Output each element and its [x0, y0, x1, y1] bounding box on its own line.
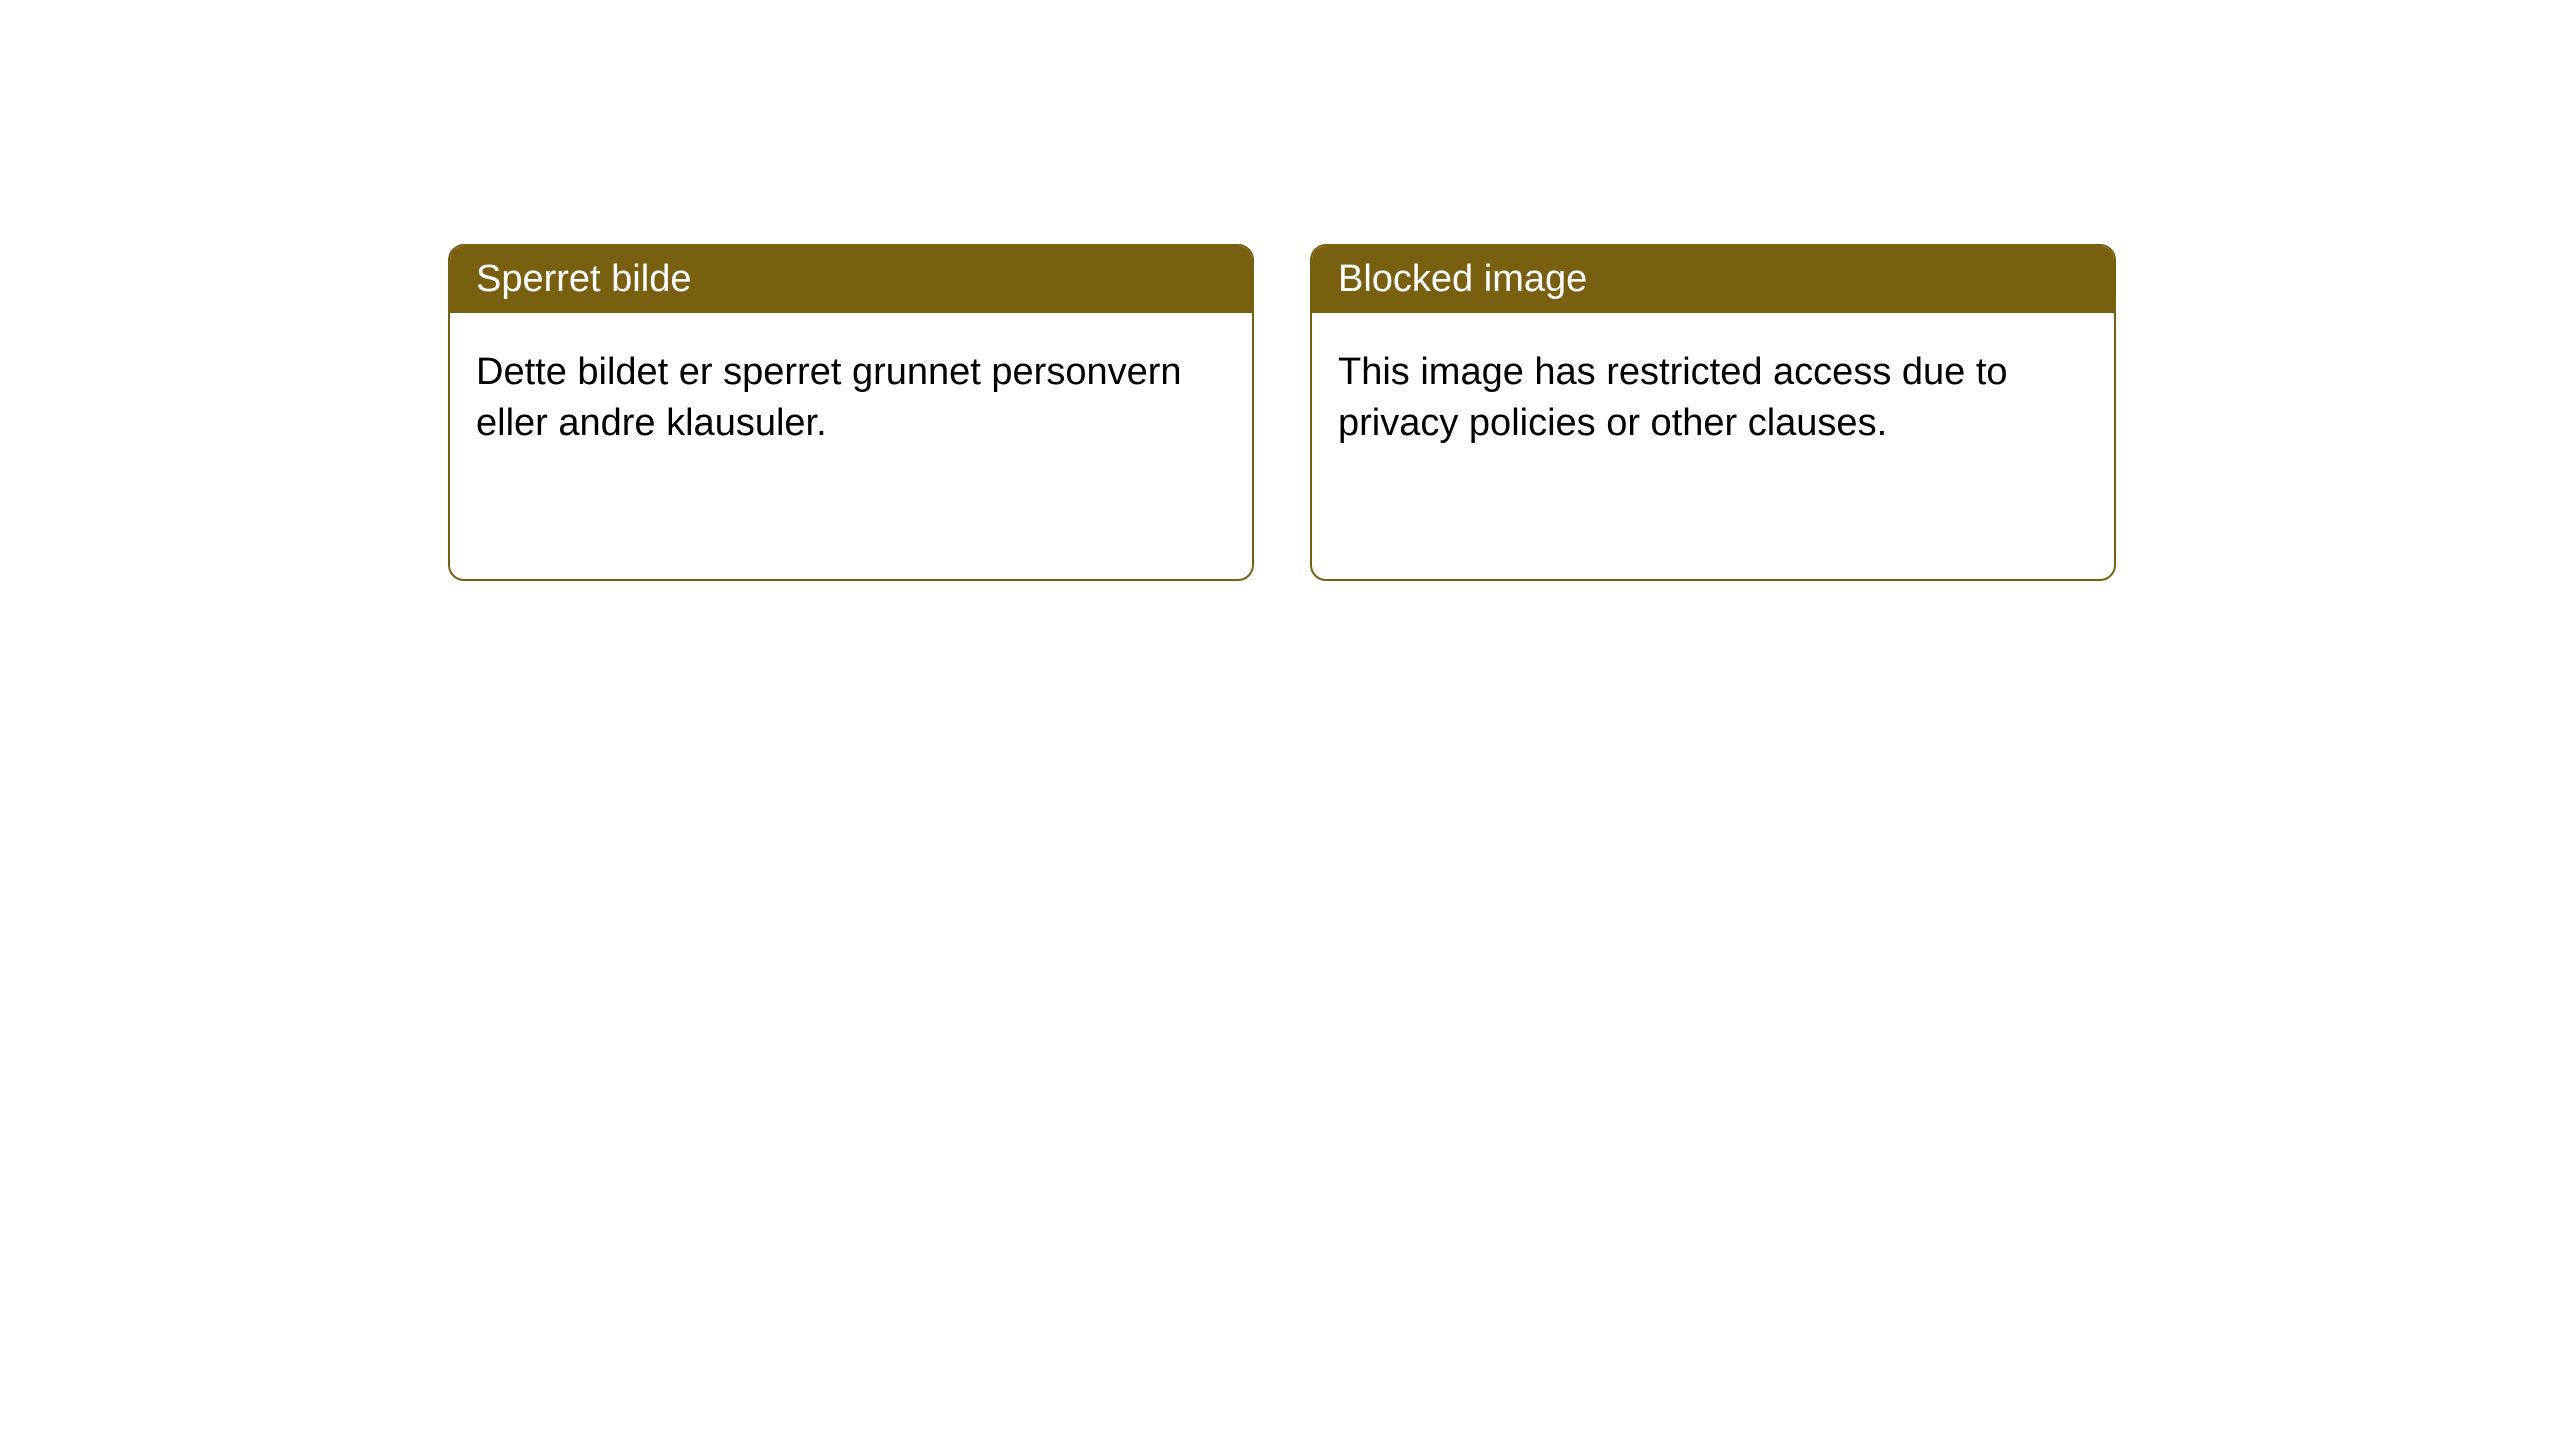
notice-card-english: Blocked image This image has restricted …	[1310, 244, 2116, 581]
notice-body: This image has restricted access due to …	[1312, 313, 2114, 484]
notice-container: Sperret bilde Dette bildet er sperret gr…	[0, 0, 2560, 581]
notice-header: Sperret bilde	[450, 246, 1252, 313]
notice-card-norwegian: Sperret bilde Dette bildet er sperret gr…	[448, 244, 1254, 581]
notice-body: Dette bildet er sperret grunnet personve…	[450, 313, 1252, 484]
notice-header: Blocked image	[1312, 246, 2114, 313]
